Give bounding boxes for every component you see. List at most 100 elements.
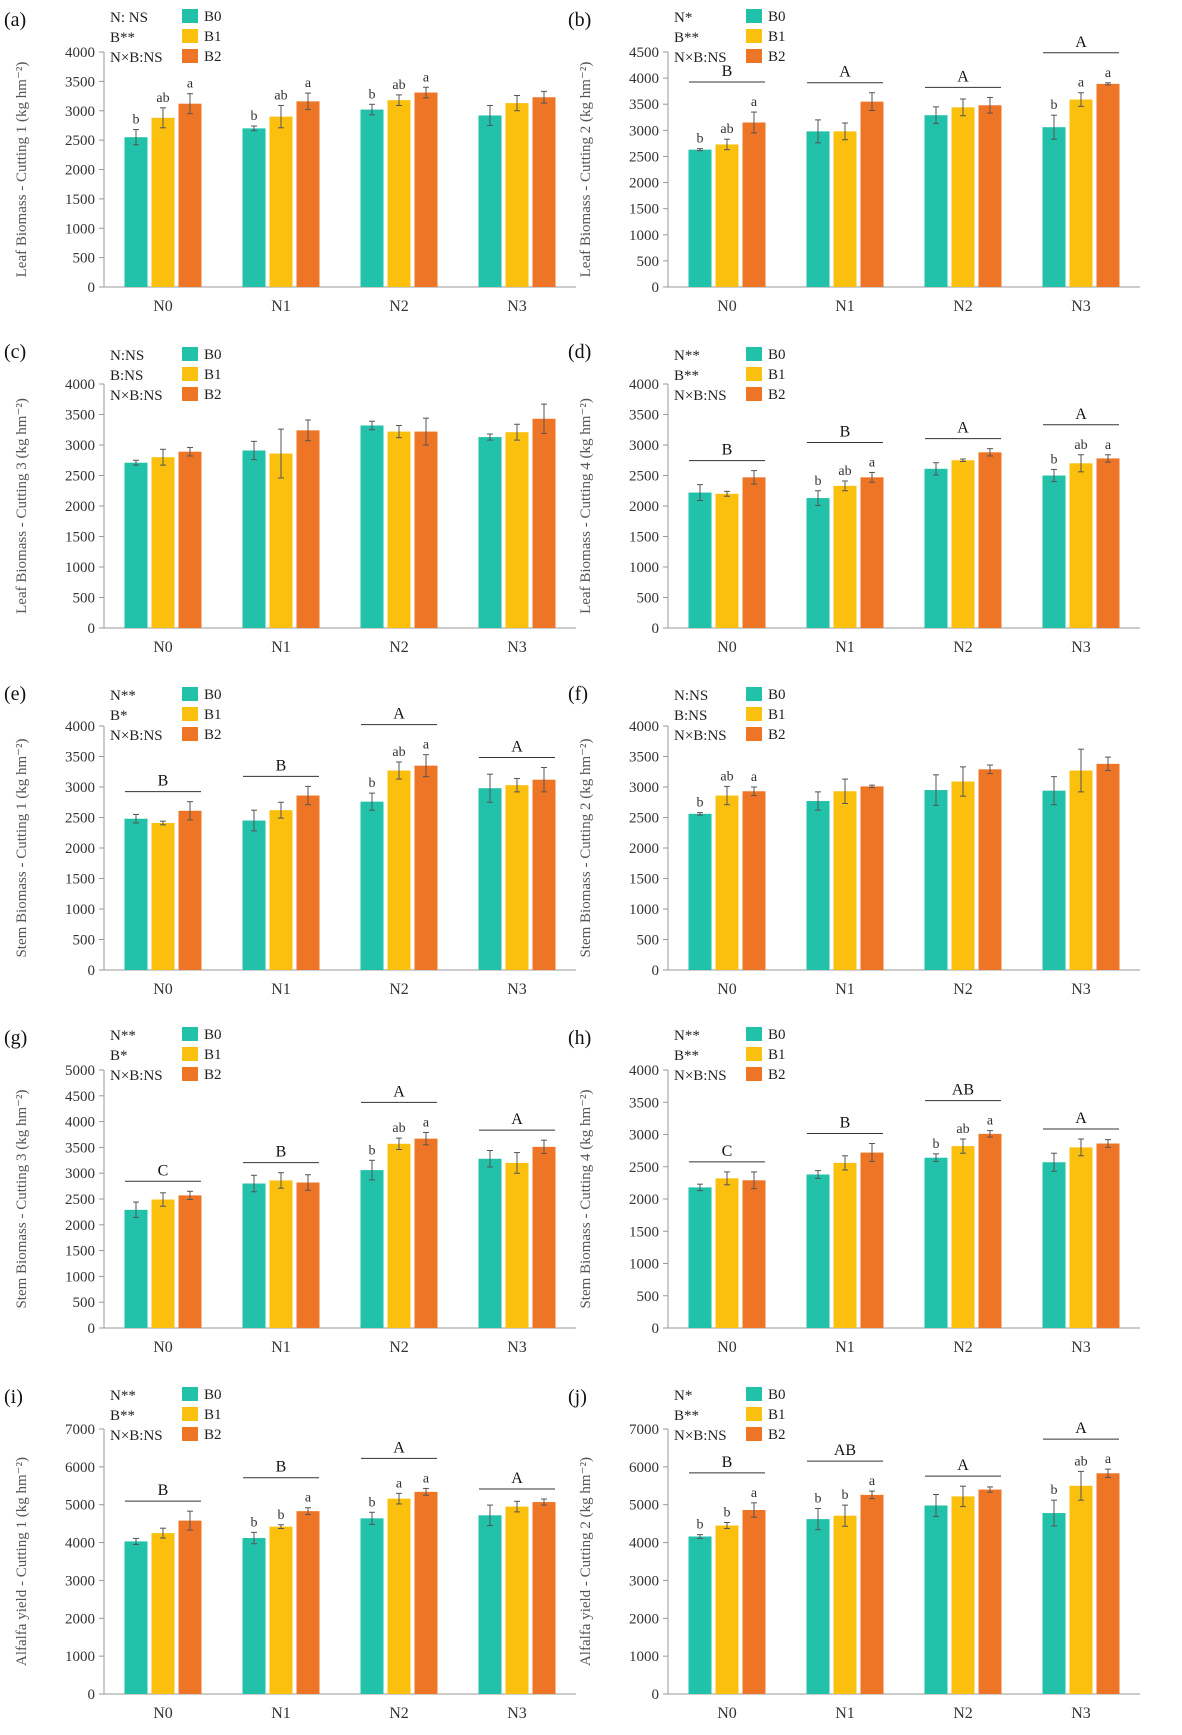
y-tick-label: 2500 [629,149,659,165]
legend-swatch-B0 [182,347,198,361]
bar-N3-B1 [505,785,529,970]
x-tick-label: N2 [389,981,409,998]
anova-label: N* [674,10,692,26]
sig-letter: b [815,474,822,489]
bar-N0-B2 [178,451,202,628]
group-letter: B [840,423,851,440]
anova-label: N** [674,1028,700,1044]
bar-N0-B0 [688,1536,712,1694]
y-tick-label: 2500 [629,469,659,485]
y-tick-label: 2000 [65,1611,95,1627]
bar-N2-B1 [387,1498,411,1694]
legend-label-B2: B2 [768,387,786,403]
y-tick-label: 3000 [629,438,659,454]
bar-N3-B2 [532,97,556,287]
sig-letter: ab [156,91,169,106]
x-tick-label: N1 [271,1705,291,1722]
group-letter: A [1075,34,1087,51]
bar-N1-B0 [242,1538,266,1694]
x-tick-label: N3 [1071,1339,1091,1356]
group-letter: A [1075,406,1087,423]
x-tick-label: N0 [153,639,173,656]
legend-swatch-B2 [746,49,762,63]
bar-N3-B1 [1069,463,1093,628]
bar-N3-B1 [1069,770,1093,970]
sig-letter: a [396,1476,403,1491]
legend-label-B2: B2 [768,49,786,65]
y-tick-label: 1000 [65,560,95,576]
panel-a: (a) 0 500 1000 1500 2000 2500 3000 3500 4000 Leaf … [4,9,576,315]
legend-label-B1: B1 [768,1407,786,1423]
bar-N3-B1 [1069,1147,1093,1328]
x-tick-label: N0 [153,298,173,315]
y-tick-label: 7000 [629,1422,659,1438]
y-tick-label: 2000 [629,499,659,515]
bar-N2-B0 [360,801,384,970]
bar-N1-B1 [269,453,293,628]
bar-N0-B1 [151,1533,175,1694]
bar-N2-B1 [387,431,411,628]
bar-N2-B0 [360,1170,384,1328]
bar-N1-B0 [806,801,830,970]
bar-N2-B0 [924,115,948,287]
group-letter: B [158,773,169,790]
y-tick-label: 0 [88,1321,96,1337]
legend-swatch-B0 [746,1387,762,1401]
y-tick-label: 2000 [629,841,659,857]
bar-N3-B1 [505,103,529,287]
anova-label: N×B:NS [674,1428,727,1444]
bar-N3-B2 [1096,1473,1120,1694]
legend-label-B0: B0 [768,347,786,363]
y-tick-label: 1500 [629,872,659,888]
legend-label-B2: B2 [768,1067,786,1083]
y-tick-label: 3500 [65,750,95,766]
bar-N1-B0 [242,128,266,287]
y-tick-label: 7000 [65,1422,95,1438]
sig-letter: b [251,109,258,124]
panel-h: (h) 0 500 1000 1500 2000 2500 3000 3500 4000 Stem … [568,1027,1140,1356]
bar-N0-B0 [124,1209,148,1328]
bar-N2-B1 [951,460,975,628]
bar-N3-B0 [478,1158,502,1328]
sig-letter: b [278,1508,285,1523]
sig-letter: ab [392,745,405,760]
y-tick-label: 3500 [629,97,659,113]
y-tick-label: 1500 [629,530,659,546]
bar-N1-B2 [296,795,320,970]
y-tick-label: 4000 [629,719,659,735]
y-tick-label: 1000 [629,228,659,244]
y-tick-label: 2000 [65,1218,95,1234]
y-tick-label: 1500 [65,1244,95,1260]
group-letter: B [840,1115,851,1132]
sig-letter: a [423,738,430,753]
y-tick-label: 4000 [65,1536,95,1552]
y-tick-label: 1500 [65,192,95,208]
group-letter: A [957,420,969,437]
legend-label-B1: B1 [204,367,222,383]
y-tick-label: 3000 [65,780,95,796]
bar-N3-B2 [1096,458,1120,628]
bar-N0-B1 [151,1199,175,1328]
x-tick-label: N2 [953,1705,973,1722]
bar-N2-B2 [414,92,438,287]
y-tick-label: 1000 [65,221,95,237]
legend-label-B0: B0 [204,1027,222,1043]
bar-N2-B2 [414,765,438,970]
panel-label: (h) [568,1027,591,1049]
anova-label: N** [110,1388,136,1404]
anova-label: B* [110,1048,128,1064]
y-tick-label: 500 [73,1295,96,1311]
bar-N2-B1 [951,1496,975,1694]
y-axis-title: Leaf Biomass - Cutting 3 (kg hm⁻²) [14,398,30,614]
bar-N0-B0 [688,149,712,287]
y-axis-title: Stem Biomass - Cutting 2 (kg hm⁻²) [578,738,594,957]
y-tick-label: 6000 [629,1460,659,1476]
y-tick-label: 1000 [65,902,95,918]
bar-N1-B2 [860,1494,884,1694]
group-letter: B [722,63,733,80]
panel-d: (d) 0 500 1000 1500 2000 2500 3000 3500 4000 Leaf … [568,341,1140,656]
bar-N2-B0 [924,1505,948,1694]
anova-label: N×B:NS [110,388,163,404]
y-tick-label: 3500 [65,408,95,424]
bar-N2-B0 [360,109,384,287]
